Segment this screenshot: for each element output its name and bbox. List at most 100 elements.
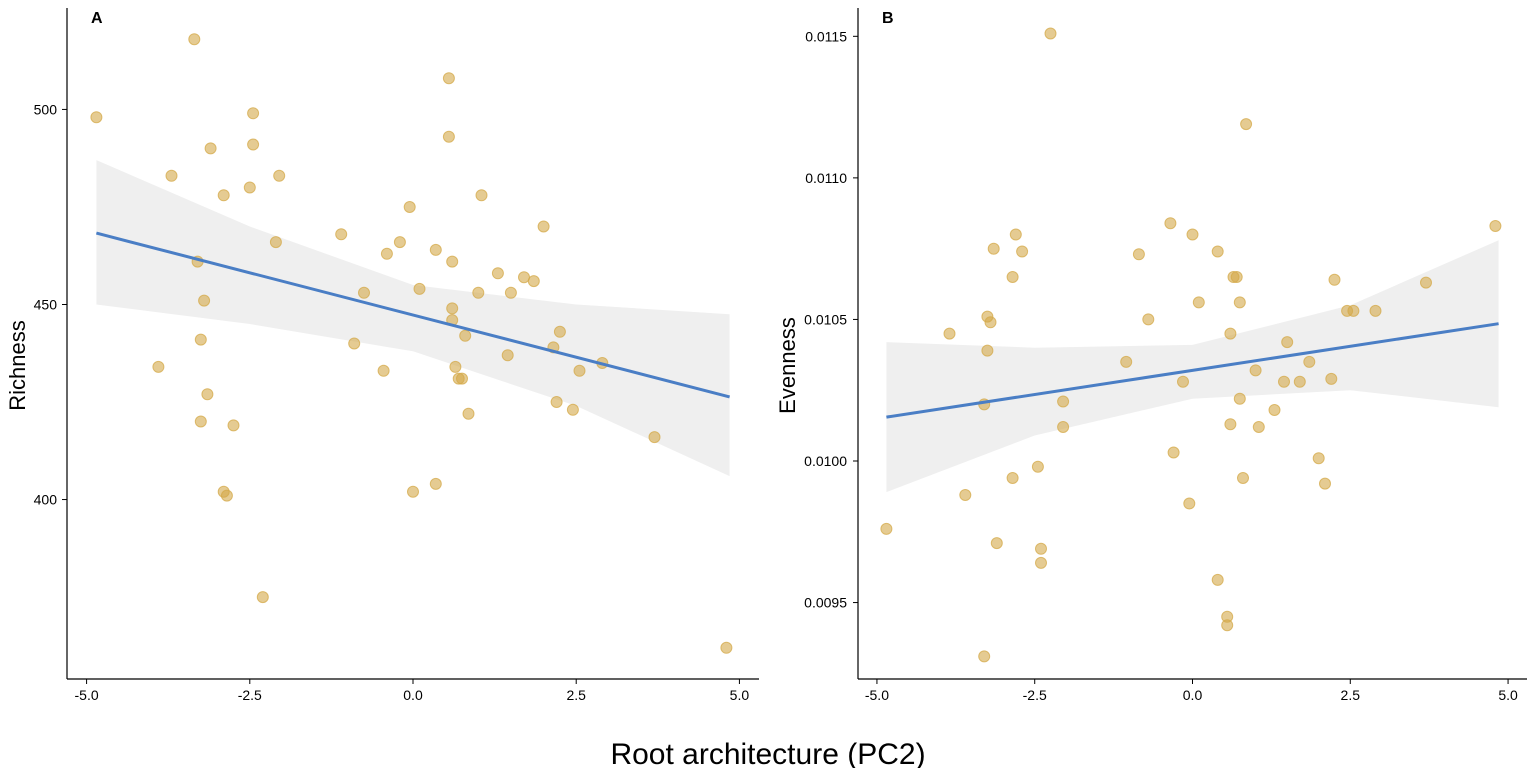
panel-a-regression-line (96, 231, 730, 399)
panel-a-point-26 (393, 236, 406, 249)
panel-a-point-40 (459, 329, 472, 342)
panel-b-point-20 (1057, 421, 1070, 433)
panel-a-richness: -5.0 -2.5 0.0 2.5 5.0 400 450 500 Richness A (5, 8, 759, 703)
panel-b-point-35 (1224, 418, 1237, 431)
shared-x-axis-title: Root architecture (PC2) (610, 738, 925, 768)
panel-b-point-24 (1164, 217, 1177, 230)
panel-b-point-15 (1031, 460, 1044, 473)
panel-b-x-tick-label: 0.0 (1183, 687, 1203, 703)
panel-b-y-tick-label: 0.0105 (804, 311, 847, 327)
panel-b-point-44 (1268, 404, 1281, 416)
panel-b-point-50 (1319, 477, 1331, 490)
panel-a-y-tick-label: 450 (34, 296, 58, 312)
panel-a-point-15 (243, 181, 256, 194)
panel-a-point-14 (227, 419, 240, 432)
panel-a-point-28 (407, 485, 419, 498)
panel-a-point-10 (194, 415, 207, 428)
panel-b-point-37 (1230, 271, 1243, 283)
panel-a-point-8 (201, 388, 214, 401)
panel-a-point-13 (220, 489, 233, 502)
panel-b-point-8 (984, 316, 997, 329)
panel-a-point-11 (217, 189, 230, 202)
panel-b-point-18 (1044, 27, 1057, 40)
panel-b-point-51 (1325, 372, 1338, 385)
panel-b-point-34 (1224, 327, 1237, 340)
panel-b-point-27 (1183, 497, 1196, 510)
panel-a-point-33 (442, 130, 455, 143)
panel-b-point-29 (1192, 296, 1205, 309)
panel-b-point-11 (1006, 271, 1019, 283)
panel-a-point-51 (550, 396, 563, 408)
panel-b-point-52 (1328, 273, 1341, 286)
panel-a-point-37 (449, 360, 462, 373)
panel-a-point-9 (204, 142, 217, 155)
panel-a-point-3 (165, 169, 178, 182)
panel-a-point-20 (273, 169, 286, 182)
panel-b-point-57 (1489, 220, 1502, 232)
panel-b-point-26 (1177, 375, 1189, 388)
panel-b-regression-line (886, 322, 1499, 419)
panel-a-point-36 (446, 255, 459, 268)
panel-a-point-54 (573, 364, 586, 377)
panel-a-point-43 (475, 189, 488, 202)
panel-b-point-49 (1312, 452, 1325, 465)
panel-b-point-46 (1281, 336, 1294, 349)
panel-a-x-tick-label: -5.0 (75, 687, 99, 703)
panel-b-y-axis-title: Evenness (775, 317, 800, 414)
panel-b-confidence-band (886, 240, 1499, 493)
panel-a-point-6 (194, 333, 207, 346)
panel-a-point-17 (247, 138, 260, 151)
panel-a-point-18 (256, 591, 269, 604)
panel-a-point-48 (527, 275, 540, 288)
panel-b-point-7 (981, 344, 994, 357)
panel-b-point-4 (978, 650, 991, 663)
panel-b-point-17 (1035, 556, 1047, 569)
panel-b-point-48 (1303, 355, 1316, 368)
panel-b-panel-label: B (882, 10, 894, 27)
panel-b-point-33 (1221, 619, 1234, 632)
panel-a-point-35 (446, 302, 459, 315)
panel-a-point-31 (429, 477, 442, 490)
panel-a-point-56 (648, 431, 661, 444)
panel-b-y-tick-label: 0.0115 (805, 28, 847, 44)
panel-b-point-10 (990, 537, 1003, 550)
panel-a-point-57 (720, 641, 733, 654)
panel-b-point-55 (1369, 304, 1382, 317)
panel-b-point-2 (943, 327, 956, 340)
panel-b-point-43 (1252, 421, 1265, 433)
panel-a-point-21 (335, 228, 348, 241)
panel-b-point-30 (1211, 245, 1224, 258)
panel-a-point-22 (348, 337, 361, 350)
panel-b-y-tick-label: 0.0110 (805, 170, 847, 186)
panel-a-y-tick-label: 500 (34, 101, 58, 117)
panel-b-y-tick-label: 0.0095 (804, 595, 847, 611)
panel-a-point-4 (188, 33, 201, 46)
panel-b-point-22 (1132, 248, 1145, 261)
panel-a-point-42 (472, 286, 485, 299)
panel-a-point-24 (377, 364, 390, 377)
panel-b-point-19 (1057, 395, 1070, 408)
panel-a-point-27 (403, 201, 416, 213)
panel-a-x-tick-label: 0.0 (403, 687, 423, 703)
panel-a-point-32 (442, 72, 455, 85)
panel-b-point-41 (1240, 118, 1253, 131)
panel-b-point-23 (1142, 313, 1155, 326)
panel-a-point-46 (504, 286, 517, 299)
panel-b-point-3 (959, 489, 972, 501)
panel-a-point-25 (380, 247, 393, 260)
panel-a-point-29 (413, 282, 426, 295)
panel-b-point-56 (1420, 276, 1432, 289)
panel-a-point-30 (429, 243, 442, 256)
panel-b-point-38 (1233, 392, 1246, 405)
panel-a-point-7 (198, 294, 211, 307)
panel-a-x-tick-label: 2.5 (566, 687, 586, 703)
panel-b-x-tick-label: -2.5 (1023, 687, 1047, 703)
panel-a-confidence-band (96, 160, 730, 477)
panel-b-point-28 (1186, 228, 1199, 241)
panel-a-point-53 (566, 403, 579, 416)
panel-b-point-14 (1016, 245, 1029, 258)
panel-b-x-tick-label: -5.0 (865, 687, 889, 703)
panel-b-point-42 (1249, 364, 1262, 377)
panel-b-x-tick-label: 2.5 (1341, 687, 1361, 703)
